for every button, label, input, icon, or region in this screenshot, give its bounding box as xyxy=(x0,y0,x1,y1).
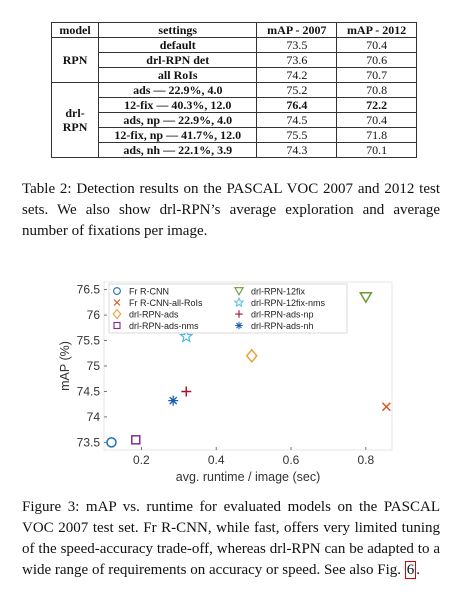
x-tick-label: 0.6 xyxy=(283,453,300,467)
settings-cell: 12-fix, np — 41.7%, 12.0 xyxy=(98,127,258,143)
legend-label: drl-RPN-ads-nh xyxy=(251,321,314,331)
table-row: ads, np — 22.9%, 4.0 74.5 70.4 xyxy=(52,112,417,128)
table-row: drl- RPN ads — 22.9%, 4.0 75.2 70.8 xyxy=(50,82,417,158)
legend-marker xyxy=(113,287,121,295)
map-2007-cell: 76.4 xyxy=(256,97,338,113)
table-row: all RoIs 74.2 70.7 xyxy=(52,67,417,83)
settings-cell: 12-fix — 40.3%, 12.0 xyxy=(98,97,258,113)
map-2012-cell: 70.6 xyxy=(336,52,417,68)
legend-box xyxy=(108,283,348,334)
legend-marker xyxy=(235,321,243,330)
figure-caption-end: . xyxy=(416,562,421,578)
data-point xyxy=(168,395,179,406)
map-2007-cell: 73.5 xyxy=(256,37,338,53)
legend-marker xyxy=(113,321,121,330)
header-map-2012: mAP - 2012 xyxy=(336,22,417,38)
y-tick-label: 75 xyxy=(87,359,101,373)
header-model: model xyxy=(50,22,100,38)
y-axis-label: mAP (%) xyxy=(58,341,72,391)
model-cell: RPN xyxy=(50,37,100,83)
header-settings: settings xyxy=(98,22,258,38)
map-2007-cell: 74.5 xyxy=(256,112,338,128)
settings-cell: ads, nh — 22.1%, 3.9 xyxy=(98,142,258,158)
legend-label: drl-RPN-ads-nms xyxy=(129,321,199,331)
legend-label: Fr R-CNN xyxy=(129,287,169,297)
y-tick-label: 76 xyxy=(87,308,101,322)
table-body: RPN default 73.5 70.4 drl-RPN det 73.6 70.6 all… xyxy=(50,37,417,158)
settings-cell: ads, np — 22.9%, 4.0 xyxy=(98,112,258,128)
legend-marker xyxy=(235,310,243,318)
header-map-2007: mAP - 2007 xyxy=(256,22,338,38)
legend-marker xyxy=(233,287,245,296)
x-tick-label: 0.4 xyxy=(208,453,225,467)
map-2012-cell: 70.8 xyxy=(336,82,417,98)
settings-cell: ads — 22.9%, 4.0 xyxy=(98,82,258,98)
legend-marker xyxy=(112,308,122,320)
y-tick-label: 75.5 xyxy=(77,334,101,348)
map-2012-cell: 70.1 xyxy=(336,142,417,158)
legend-marker xyxy=(113,299,121,306)
x-tick-label: 0.2 xyxy=(133,453,150,467)
settings-cell: all RoIs xyxy=(98,67,258,83)
y-tick-label: 76.5 xyxy=(77,283,101,297)
legend-label: Fr R-CNN-all-RoIs xyxy=(129,298,203,308)
table-row: drl-RPN det 73.6 70.6 xyxy=(52,52,417,68)
model-cell: drl- RPN xyxy=(50,82,100,158)
data-point xyxy=(179,328,194,343)
table-header-row: model settings mAP - 2007 mAP - 2012 xyxy=(50,22,417,38)
legend-label: drl-RPN-12fix-nms xyxy=(251,298,326,308)
legend-marker xyxy=(233,296,245,308)
data-point xyxy=(245,348,258,363)
figure-caption-text: Figure 3: mAP vs. runtime for evaluated … xyxy=(22,499,440,578)
settings-cell: drl-RPN det xyxy=(98,52,258,68)
map-2007-cell: 74.2 xyxy=(256,67,338,83)
map-2012-cell: 70.7 xyxy=(336,67,417,83)
legend-label: drl-RPN-ads xyxy=(129,310,179,320)
table-row: RPN default 73.5 70.4 xyxy=(50,37,417,83)
map-2012-cell: 72.2 xyxy=(336,97,417,113)
table-row: 12-fix, np — 41.7%, 12.0 75.5 71.8 xyxy=(52,127,417,143)
data-point xyxy=(381,402,391,412)
data-point xyxy=(359,292,373,304)
x-tick-label: 0.8 xyxy=(357,453,374,467)
map-2007-cell: 75.2 xyxy=(256,82,338,98)
data-point xyxy=(131,435,141,445)
map-2012-cell: 70.4 xyxy=(336,37,417,53)
map-2012-cell: 70.4 xyxy=(336,112,417,128)
data-point xyxy=(106,437,117,448)
data-point xyxy=(181,386,192,397)
figure-caption: Figure 3: mAP vs. runtime for evaluated … xyxy=(22,497,440,581)
table-row: ads, nh — 22.1%, 3.9 74.3 70.1 xyxy=(52,142,417,158)
y-tick-label: 73.5 xyxy=(77,435,101,449)
y-tick-label: 74 xyxy=(87,410,101,424)
legend-label: drl-RPN-12fix xyxy=(251,287,306,297)
table-row: 12-fix — 40.3%, 12.0 76.4 72.2 xyxy=(52,97,417,113)
legend-label: drl-RPN-ads-np xyxy=(251,310,314,320)
y-tick-label: 74.5 xyxy=(77,384,101,398)
map-2007-cell: 74.3 xyxy=(256,142,338,158)
figure-ref-link[interactable]: 6 xyxy=(404,561,417,579)
map-2012-cell: 71.8 xyxy=(336,127,417,143)
x-axis-label: avg. runtime / image (sec) xyxy=(176,470,321,484)
settings-cell: default xyxy=(98,37,258,53)
map-2007-cell: 75.5 xyxy=(256,127,338,143)
results-table: model settings mAP - 2007 mAP - 2012 RPN… xyxy=(50,22,417,158)
map-2007-cell: 73.6 xyxy=(256,52,338,68)
map-vs-runtime-chart: 0.2 0.4 0.6 0.8 73.5 74 74.5 75 75.5 76 76.5 avg. r… xyxy=(58,281,393,484)
table-caption: Table 2: Detection results on the PASCAL… xyxy=(22,181,440,239)
